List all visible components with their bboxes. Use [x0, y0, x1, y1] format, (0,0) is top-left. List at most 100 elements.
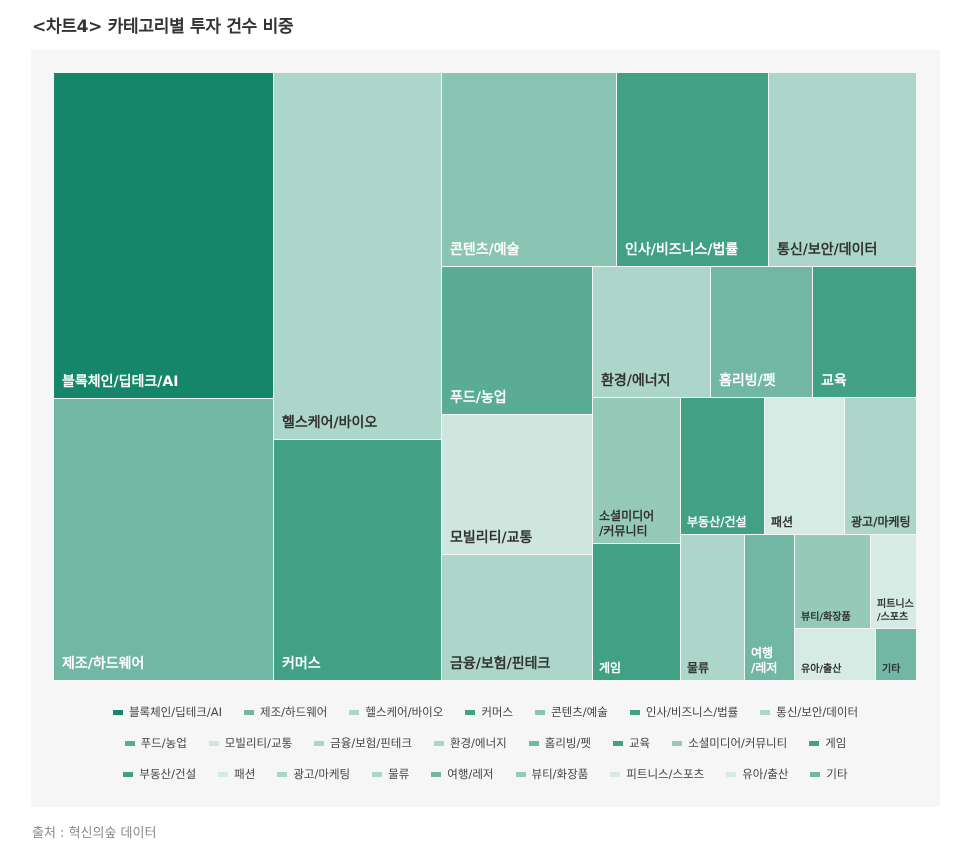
- legend-label: 패션: [234, 767, 256, 781]
- legend-swatch: [372, 771, 383, 777]
- treemap-label: 소셜미디어: [599, 508, 654, 523]
- legend-label: 게임: [825, 736, 847, 750]
- legend-label: 제조/하드웨어: [260, 705, 328, 719]
- legend-swatch: [610, 771, 621, 777]
- treemap-cell-category-14: 소셜미디어/커뮤니티: [593, 398, 680, 543]
- treemap-rect: [593, 398, 680, 543]
- treemap-rect: [876, 629, 916, 680]
- legend-item: 기타: [810, 766, 848, 782]
- treemap-label: 피트니스: [877, 597, 914, 610]
- treemap-rect: [813, 267, 916, 397]
- legend-row-2: 푸드/농업 모빌리티/교통 금융/보험/핀테크 환경/에너지 홈리빙/펫 교육 소셜미디어/…: [31, 735, 940, 751]
- treemap-label: 기타: [882, 662, 901, 675]
- legend-label: 인사/비즈니스/법률: [645, 705, 739, 719]
- treemap-cell-category-21: 뷰티/화장품: [795, 535, 870, 628]
- treemap-cell-category-6: 인사/비즈니스/법률: [617, 73, 768, 266]
- treemap-label: /레저: [751, 660, 777, 675]
- treemap-rect: [442, 415, 592, 554]
- legend-item: 뷰티/화장품: [515, 766, 589, 782]
- treemap-label: /스포츠: [877, 610, 908, 623]
- treemap-label: 헬스케어/바이오: [282, 414, 377, 431]
- legend-item: 교육: [612, 735, 650, 751]
- treemap-rect: [769, 73, 916, 266]
- legend-label: 소셜미디어/커뮤니티: [688, 736, 788, 750]
- legend-item: 푸드/농업: [124, 735, 187, 751]
- legend-label: 금융/보험/핀테크: [330, 736, 412, 750]
- legend-item: 패션: [218, 766, 255, 782]
- treemap-label: 환경/에너지: [601, 372, 671, 389]
- treemap-rect: [745, 535, 794, 680]
- treemap-cell-category-23: 유아/출산: [795, 629, 875, 680]
- legend-swatch: [208, 740, 219, 746]
- treemap-cell-category-5: 콘텐츠/예술: [442, 73, 616, 266]
- legend-row-3: 부동산/건설 패션 광고/마케팅 물류 여행/레저 뷰티/화장품 피트니스/스포츠 유아/출산…: [31, 766, 940, 782]
- legend-label: 여행/레저: [447, 767, 494, 781]
- treemap-cell-category-12: 홈리빙/펫: [711, 267, 812, 397]
- treemap-cell-category-1: 블록체인/딥테크/AI: [54, 73, 273, 398]
- legend-label: 피트니스/스포츠: [626, 767, 705, 781]
- treemap-rect: [681, 535, 744, 680]
- treemap-rect: [845, 398, 916, 534]
- treemap-cell-category-11: 환경/에너지: [593, 267, 710, 397]
- legend-swatch: [612, 740, 623, 746]
- treemap-cell-category-13: 교육: [813, 267, 916, 397]
- legend-swatch: [726, 771, 737, 777]
- treemap-label: 금융/보험/핀테크: [450, 655, 551, 672]
- legend-swatch: [244, 709, 255, 715]
- legend-item: 홈리빙/펫: [528, 735, 591, 751]
- legend-swatch: [515, 771, 526, 777]
- legend-item: 소셜미디어/커뮤니티: [672, 735, 787, 751]
- legend-item: 부동산/건설: [123, 766, 196, 782]
- treemap-label: 인사/비즈니스/법률: [625, 241, 738, 258]
- legend-label: 부동산/건설: [139, 767, 197, 781]
- treemap-cell-category-22: 피트니스/스포츠: [871, 535, 916, 628]
- legend-label: 콘텐츠/예술: [551, 705, 608, 719]
- treemap-rect: [274, 73, 441, 439]
- treemap-label: 통신/보안/데이터: [777, 241, 877, 258]
- chart-title: <차트4> 카테고리별 투자 건수 비중: [32, 17, 294, 37]
- legend-swatch: [672, 740, 683, 746]
- treemap-cell-category-16: 부동산/건설: [681, 398, 764, 534]
- treemap-label: 유아/출산: [801, 662, 842, 675]
- treemap-rect: [795, 535, 870, 628]
- legend-item: 물류: [372, 766, 409, 782]
- treemap-label: 푸드/농업: [450, 390, 507, 406]
- treemap-label: 교육: [821, 373, 847, 389]
- legend-swatch: [465, 709, 476, 715]
- legend-item: 통신/보안/데이터: [760, 704, 858, 720]
- treemap-label: 여행: [751, 645, 773, 660]
- treemap-rect: [442, 267, 592, 414]
- treemap-rect: [593, 267, 710, 397]
- legend-swatch: [349, 709, 360, 715]
- treemap-cell-category-24: 기타: [876, 629, 916, 680]
- treemap-cell-category-4: 커머스: [274, 440, 441, 680]
- treemap-label: 게임: [599, 661, 621, 675]
- treemap-rect: [54, 73, 273, 398]
- legend-item: 금융/보험/핀테크: [314, 735, 412, 751]
- legend-label: 뷰티/화장품: [531, 767, 589, 781]
- legend-swatch: [528, 740, 539, 746]
- legend-item: 커머스: [465, 704, 513, 720]
- legend-label: 모빌리티/교통: [224, 736, 293, 750]
- legend-label: 홈리빙/펫: [544, 736, 591, 750]
- legend-label: 블록체인/딥테크/AI: [128, 705, 223, 719]
- legend-swatch: [431, 771, 442, 777]
- treemap-label: 패션: [771, 514, 793, 529]
- legend-item: 게임: [809, 735, 846, 751]
- treemap-cell-category-18: 광고/마케팅: [845, 398, 916, 534]
- legend-swatch: [810, 771, 821, 777]
- treemap-rect: [54, 399, 273, 680]
- legend-item: 인사/비즈니스/법률: [629, 704, 739, 720]
- legend-swatch: [277, 771, 288, 777]
- treemap-cell-category-10: 금융/보험/핀테크: [442, 555, 592, 680]
- treemap-rect: [442, 73, 616, 266]
- treemap-label: 제조/하드웨어: [62, 655, 144, 672]
- treemap-rect: [442, 555, 592, 680]
- legend-label: 유아/출산: [742, 767, 789, 781]
- treemap-cell-category-17: 패션: [765, 398, 844, 534]
- legend-label: 헬스케어/바이오: [365, 705, 444, 719]
- legend-item: 피트니스/스포츠: [610, 766, 704, 782]
- source-note: 출처 : 혁신의숲 데이터: [32, 826, 157, 841]
- treemap-rect: [593, 544, 680, 680]
